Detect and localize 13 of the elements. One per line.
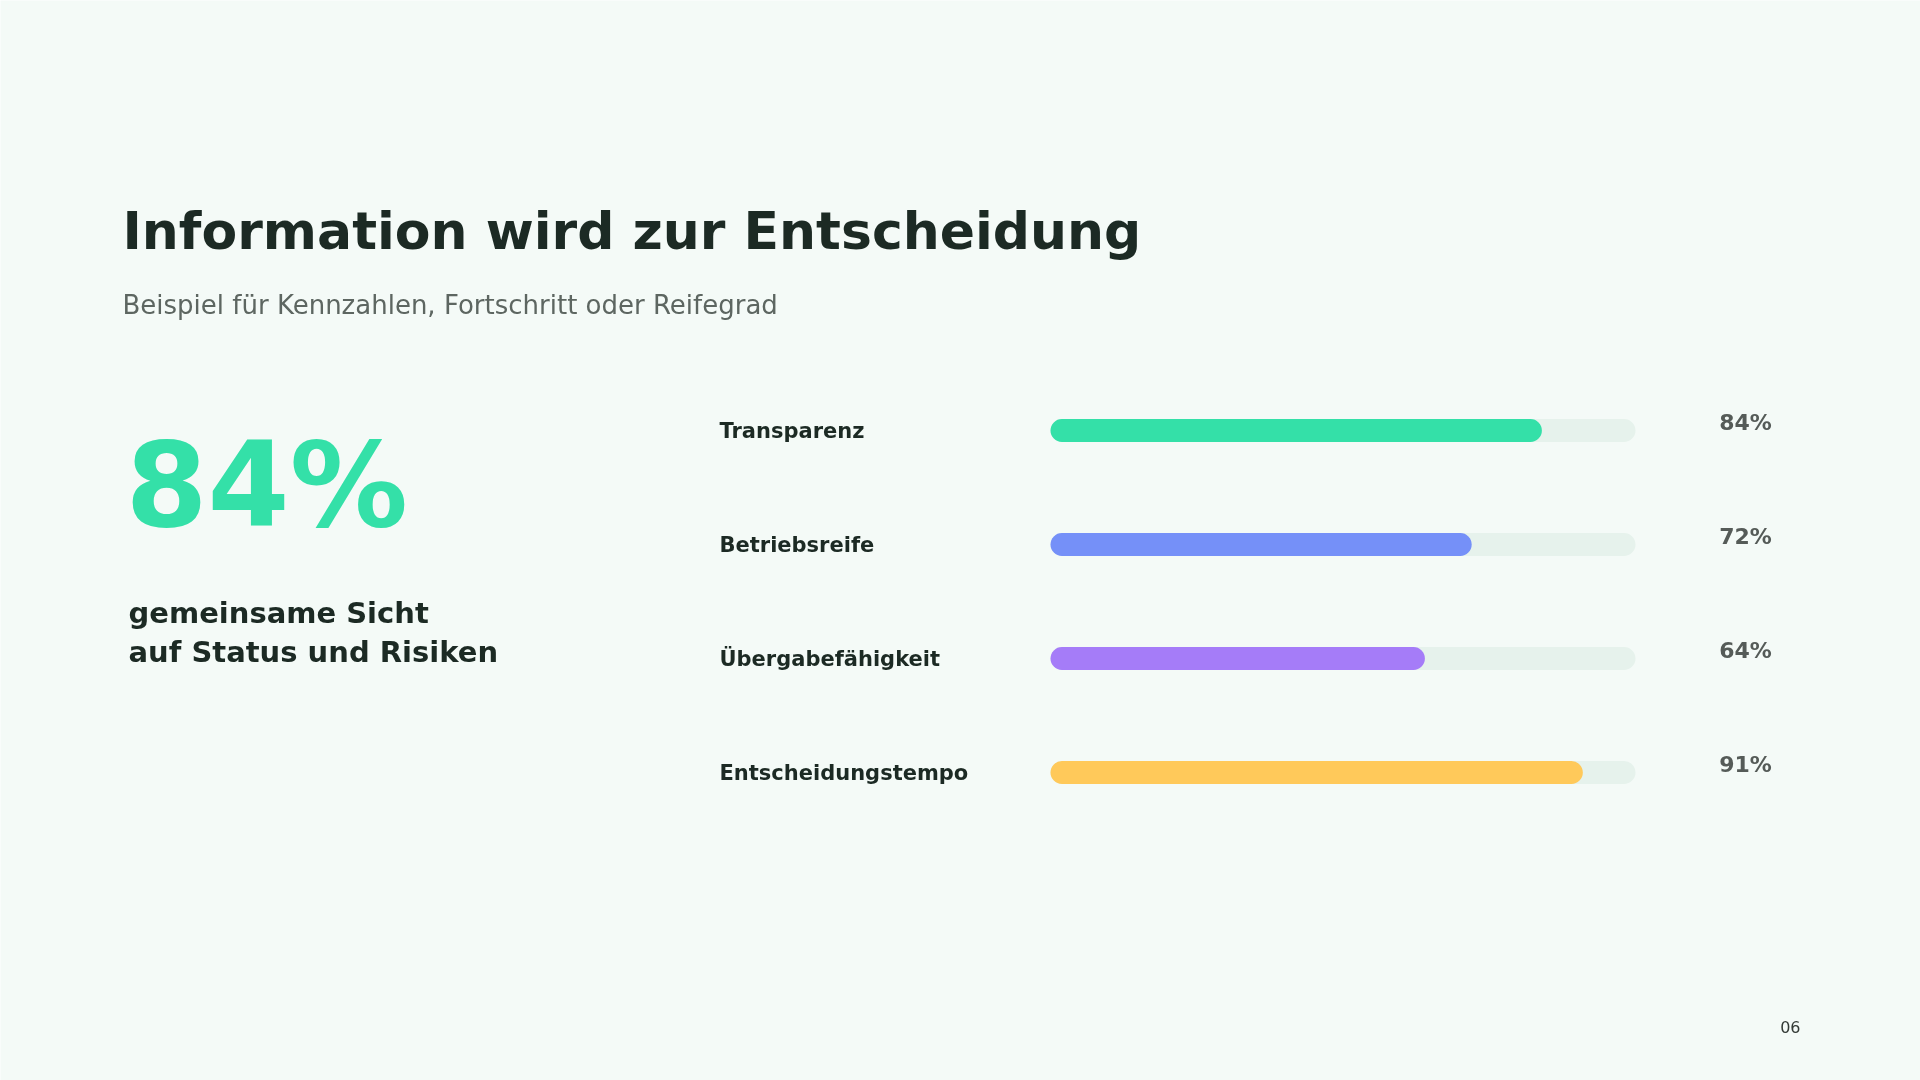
text: 06 [1780, 1017, 1801, 1037]
text: gemeinsame Sicht auf Status und Risiken [128, 595, 499, 669]
text: 84% [125, 415, 408, 554]
data-label: 64% [1719, 638, 1772, 663]
text: Beispiel für Kennzahlen, Fortschritt oder Reifegrad [122, 289, 778, 320]
y-tick-label: Entscheidungstempo [719, 760, 969, 785]
text: Information wird zur Entscheidung [122, 200, 1142, 261]
data-label: 91% [1719, 752, 1772, 777]
data-label: 72% [1719, 524, 1772, 549]
data-label: 84% [1719, 410, 1772, 435]
y-tick-label: Betriebsreife [719, 532, 875, 557]
y-tick-label: Übergabefähigkeit [719, 645, 941, 671]
y-tick-label: Transparenz [719, 418, 865, 443]
